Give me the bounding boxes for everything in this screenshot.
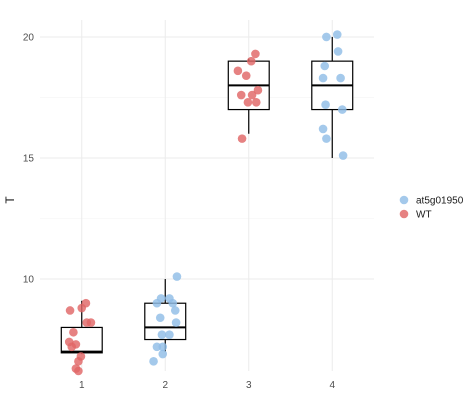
data-point xyxy=(74,357,83,366)
data-point xyxy=(338,151,348,160)
data-point xyxy=(322,32,331,42)
data-point xyxy=(74,366,83,376)
y-tick-label: 10 xyxy=(23,275,35,286)
data-point xyxy=(253,85,263,95)
box-plot xyxy=(144,279,187,352)
data-point xyxy=(67,342,77,352)
grid xyxy=(40,20,374,371)
data-point xyxy=(69,327,78,337)
data-point xyxy=(318,124,328,134)
data-point xyxy=(241,71,251,80)
data-point xyxy=(149,357,158,366)
x-axis-ticks: 1 2 3 4 xyxy=(79,380,336,391)
legend-key xyxy=(399,195,409,205)
data-point xyxy=(337,105,347,114)
legend: at5g01950 WT xyxy=(399,195,464,221)
data-point xyxy=(243,98,253,107)
data-point xyxy=(152,298,162,308)
data-point xyxy=(251,98,261,107)
data-point xyxy=(320,61,330,71)
data-point xyxy=(237,134,247,143)
y-axis-ticks: 10 15 20 xyxy=(23,32,35,285)
x-tick-label: 3 xyxy=(246,380,252,391)
y-tick-label: 15 xyxy=(23,153,35,164)
data-point xyxy=(333,47,343,56)
data-point xyxy=(65,306,75,315)
legend-label: at5g01950 xyxy=(416,196,464,207)
data-point xyxy=(82,318,92,327)
data-point xyxy=(155,313,165,323)
data-point xyxy=(168,298,178,308)
data-point xyxy=(321,100,330,110)
data-point xyxy=(77,303,87,313)
data-point xyxy=(165,330,174,339)
data-point xyxy=(158,349,168,359)
data-point xyxy=(170,306,180,315)
data-point xyxy=(332,30,342,39)
box-plot xyxy=(311,36,354,158)
data-point xyxy=(336,73,345,83)
data-point xyxy=(171,318,181,327)
data-point xyxy=(251,49,260,59)
y-tick-label: 20 xyxy=(23,32,35,43)
data-point xyxy=(233,66,243,76)
data-point xyxy=(157,330,167,339)
data-point xyxy=(322,134,331,143)
x-tick-label: 1 xyxy=(79,380,85,391)
data-point xyxy=(318,73,328,83)
data-point xyxy=(172,272,182,281)
legend-label: WT xyxy=(416,210,432,221)
data-point xyxy=(158,342,168,352)
data-point xyxy=(247,90,257,100)
legend-key xyxy=(399,209,409,219)
x-tick-label: 4 xyxy=(329,380,335,391)
data-point xyxy=(246,56,256,66)
box-plots xyxy=(60,36,354,355)
y-axis-title: T xyxy=(3,196,17,204)
x-tick-label: 2 xyxy=(162,380,168,391)
data-points xyxy=(64,30,348,376)
data-point xyxy=(236,90,246,100)
